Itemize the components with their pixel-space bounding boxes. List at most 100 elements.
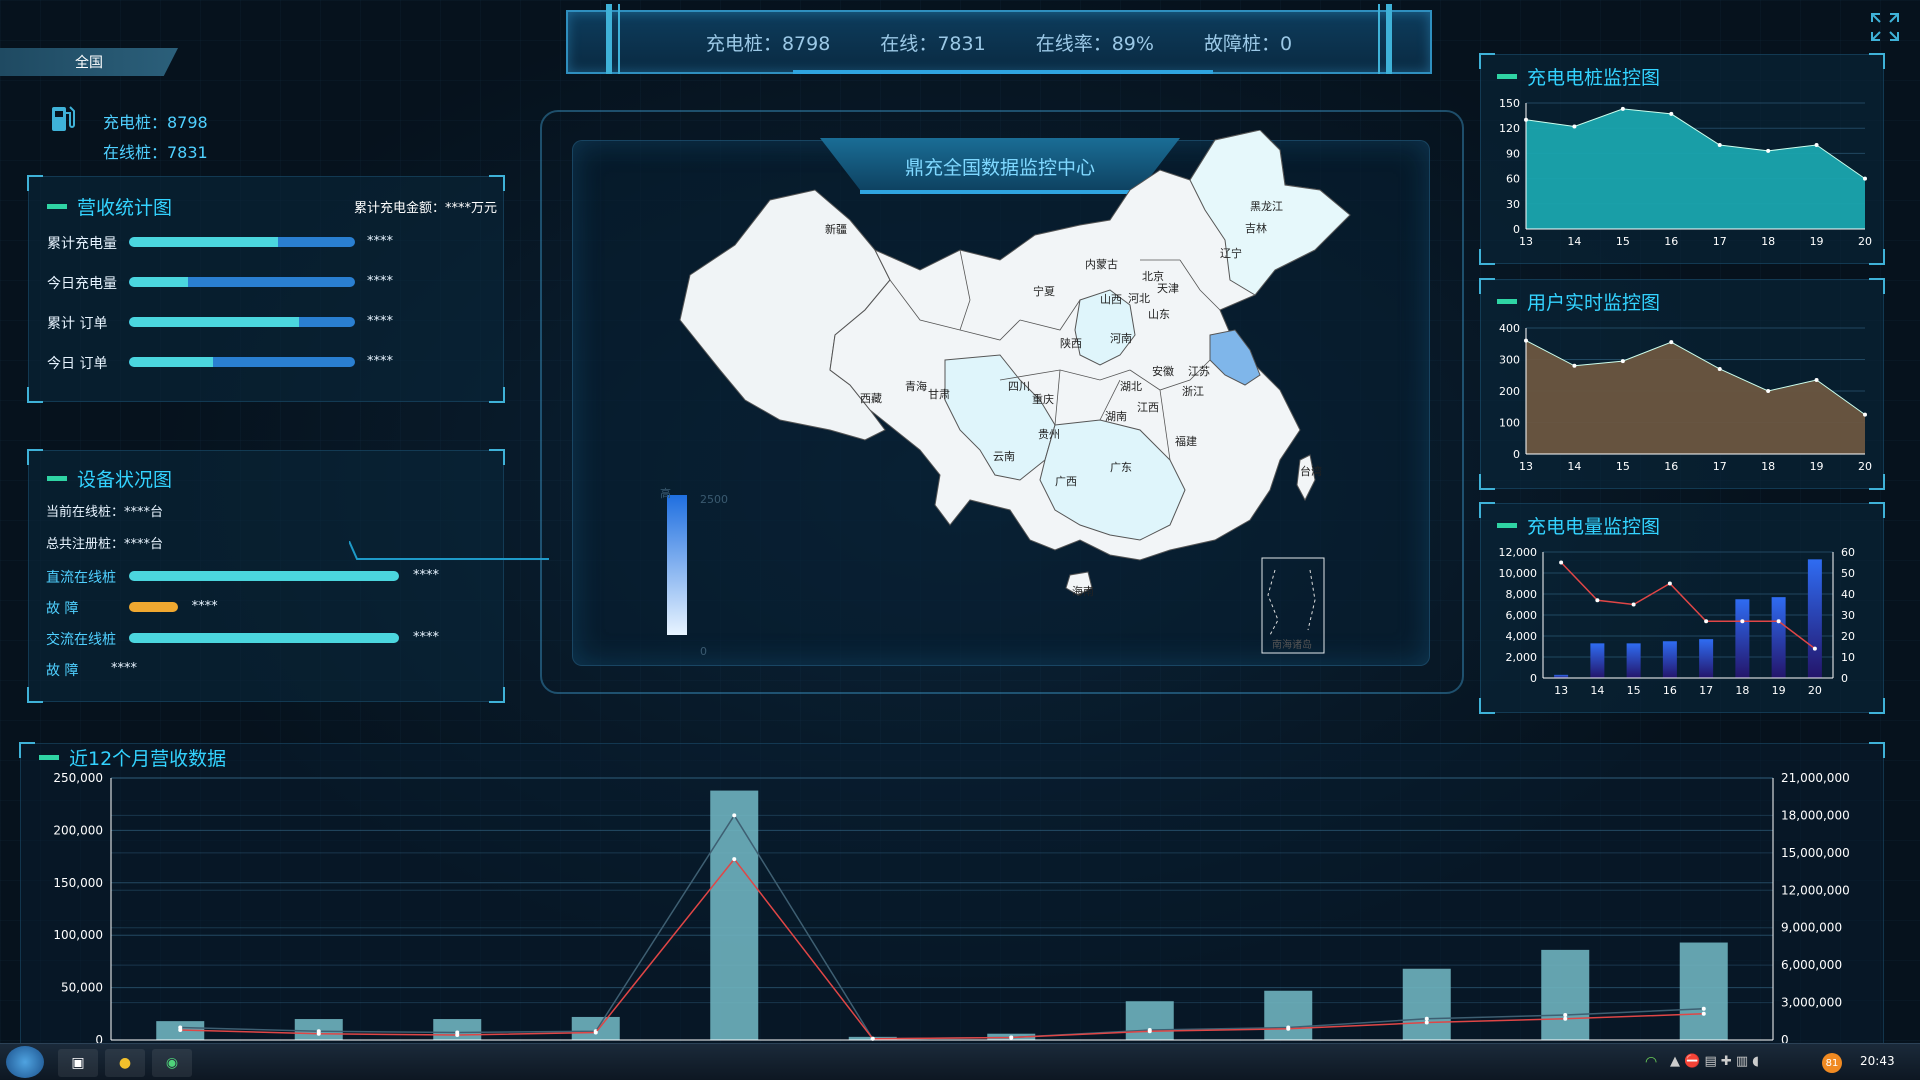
bar [1771,597,1786,678]
wifi-icon[interactable]: ◠ [1645,1054,1658,1070]
device-row-label: 交流在线桩 [46,632,116,648]
label-shandong: 山东 [1148,308,1170,321]
y-tick-label-left: 0 [95,1033,103,1044]
y-tick-label: 90 [1506,147,1520,160]
line-point [1776,619,1781,624]
revenue-row-bar [129,357,355,367]
label-neimenggu: 内蒙古 [1085,257,1118,271]
stat-online-rate: 在线率：89% [1035,32,1154,55]
label-henan: 河南 [1110,332,1132,345]
data-point [1766,389,1771,393]
line-point [1704,619,1709,624]
y-tick-label: 30 [1506,198,1520,211]
line-series-red-point [1424,1020,1429,1025]
line-series-red-point [732,857,737,862]
taskbar-chat[interactable]: ◉ [152,1049,192,1077]
bar [1699,639,1714,678]
revenue-row-label: 累计 订单 [47,316,108,332]
x-tick-label: 18 [1761,235,1775,248]
map-title-banner: 鼎充全国数据监控中心 [820,138,1180,194]
y-tick-label-left: 8,000 [1506,588,1538,601]
label-shaanxi: 陕西 [1060,336,1082,350]
y-tick-label: 0 [1513,223,1520,236]
line-series-red-point [316,1031,321,1036]
label-gansu: 甘肃 [928,388,950,401]
x-tick-label: 19 [1772,684,1786,697]
revenue-row-label: 今日充电量 [47,276,117,292]
label-zhejiang: 浙江 [1182,385,1204,398]
y-tick-label-left: 2,000 [1506,651,1538,664]
device-row-value: **** [191,599,218,614]
x-tick-label: 19 [1810,460,1824,473]
data-point [1814,143,1819,147]
y-tick-label-right: 60 [1841,546,1855,559]
area-fill [1526,108,1865,229]
line-series-dark-point [1701,1006,1706,1011]
charger-monitor-panel: 充电电桩监控图 150 120 90 60 30 0 13 14 15 16 17 18 19 20 [1479,53,1885,265]
data-point [1620,106,1625,111]
label-jiangxi: 江西 [1137,401,1159,414]
fullscreen-icon[interactable] [1870,12,1900,42]
device-total-registered: 总共注册桩：****台 [46,537,164,552]
line-series-red-point [1701,1011,1706,1016]
y-tick-label-right: 20 [1841,630,1855,643]
line-series-red [180,857,1704,1040]
y-tick-label-left: 12,000 [1499,546,1538,559]
x-tick-label: 14 [1567,235,1581,248]
line-series-red-point [455,1033,460,1038]
x-tick-label: 13 [1554,684,1568,697]
clock[interactable]: 20:43 [1860,1054,1895,1068]
y-tick-label-left: 200,000 [53,823,103,837]
bar [1541,949,1590,1040]
line-point [1812,646,1817,651]
y-tick-label-right: 50 [1841,567,1855,580]
label-liaoning: 辽宁 [1220,246,1242,260]
label-guizhou: 贵州 [1038,428,1060,441]
bar [710,790,759,1040]
revenue-row-bar [129,237,355,247]
data-point [1669,111,1674,116]
map-northeast-highlight [1189,130,1351,296]
y-tick-label-right: 15,000,000 [1781,846,1850,860]
south-sea-box [1261,557,1325,654]
y-tick-label-left: 250,000 [53,771,103,785]
y-tick-label: 400 [1499,322,1520,335]
taskbar-app-1[interactable]: ▣ [58,1049,98,1077]
map-labels: 新疆 西藏 青海 甘肃 内蒙古 宁夏 陕西 四川 重庆 云南 贵州 广西 广东 … [825,200,1322,598]
revenue-row-value: **** [367,274,393,289]
region-tab[interactable]: 全国 [0,48,178,76]
tray-icons[interactable]: ▲ ⛔ ▤ ✚ ▥ ◖ [1670,1054,1760,1069]
label-yunnan: 云南 [993,450,1015,463]
header-deco-right [1386,4,1392,74]
revenue-row-fill [129,317,299,327]
y-tick-label-right: 0 [1841,672,1848,685]
chat-icon: ◉ [165,1055,179,1071]
device-panel: 设备状况图 当前在线桩：****台 总共注册桩：****台 直流在线桩 **** 故… [27,449,549,703]
revenue-row-value: **** [367,234,393,249]
data-point [1717,366,1722,371]
line-point [1631,602,1636,607]
label-tianjin: 天津 [1157,282,1179,295]
browser-icon: ● [118,1055,132,1071]
map-hainan [1065,571,1093,596]
y-tick-label-right: 3,000,000 [1781,996,1842,1010]
map-title-underline [860,190,1150,194]
start-button[interactable] [6,1046,44,1078]
x-tick-label: 13 [1519,235,1533,248]
device-row-bar [129,633,399,643]
map-taiwan [1296,454,1316,502]
legend-high: 高 [660,487,671,500]
notification-badge[interactable]: 81 [1822,1053,1842,1073]
x-tick-label: 18 [1761,460,1775,473]
app-icon-1: ▣ [71,1055,85,1071]
y-tick-label-left: 6,000 [1506,609,1538,622]
taskbar-browser[interactable]: ● [105,1049,145,1077]
device-row-value: **** [413,568,439,583]
line-point [1667,581,1672,586]
legend-gradient [667,495,687,635]
y-tick-label: 60 [1506,173,1520,186]
revenue-row-label: 累计充电量 [47,236,117,252]
x-tick-label: 15 [1627,684,1641,697]
line-series-red-point [1147,1029,1152,1034]
x-tick-label: 18 [1735,684,1749,697]
